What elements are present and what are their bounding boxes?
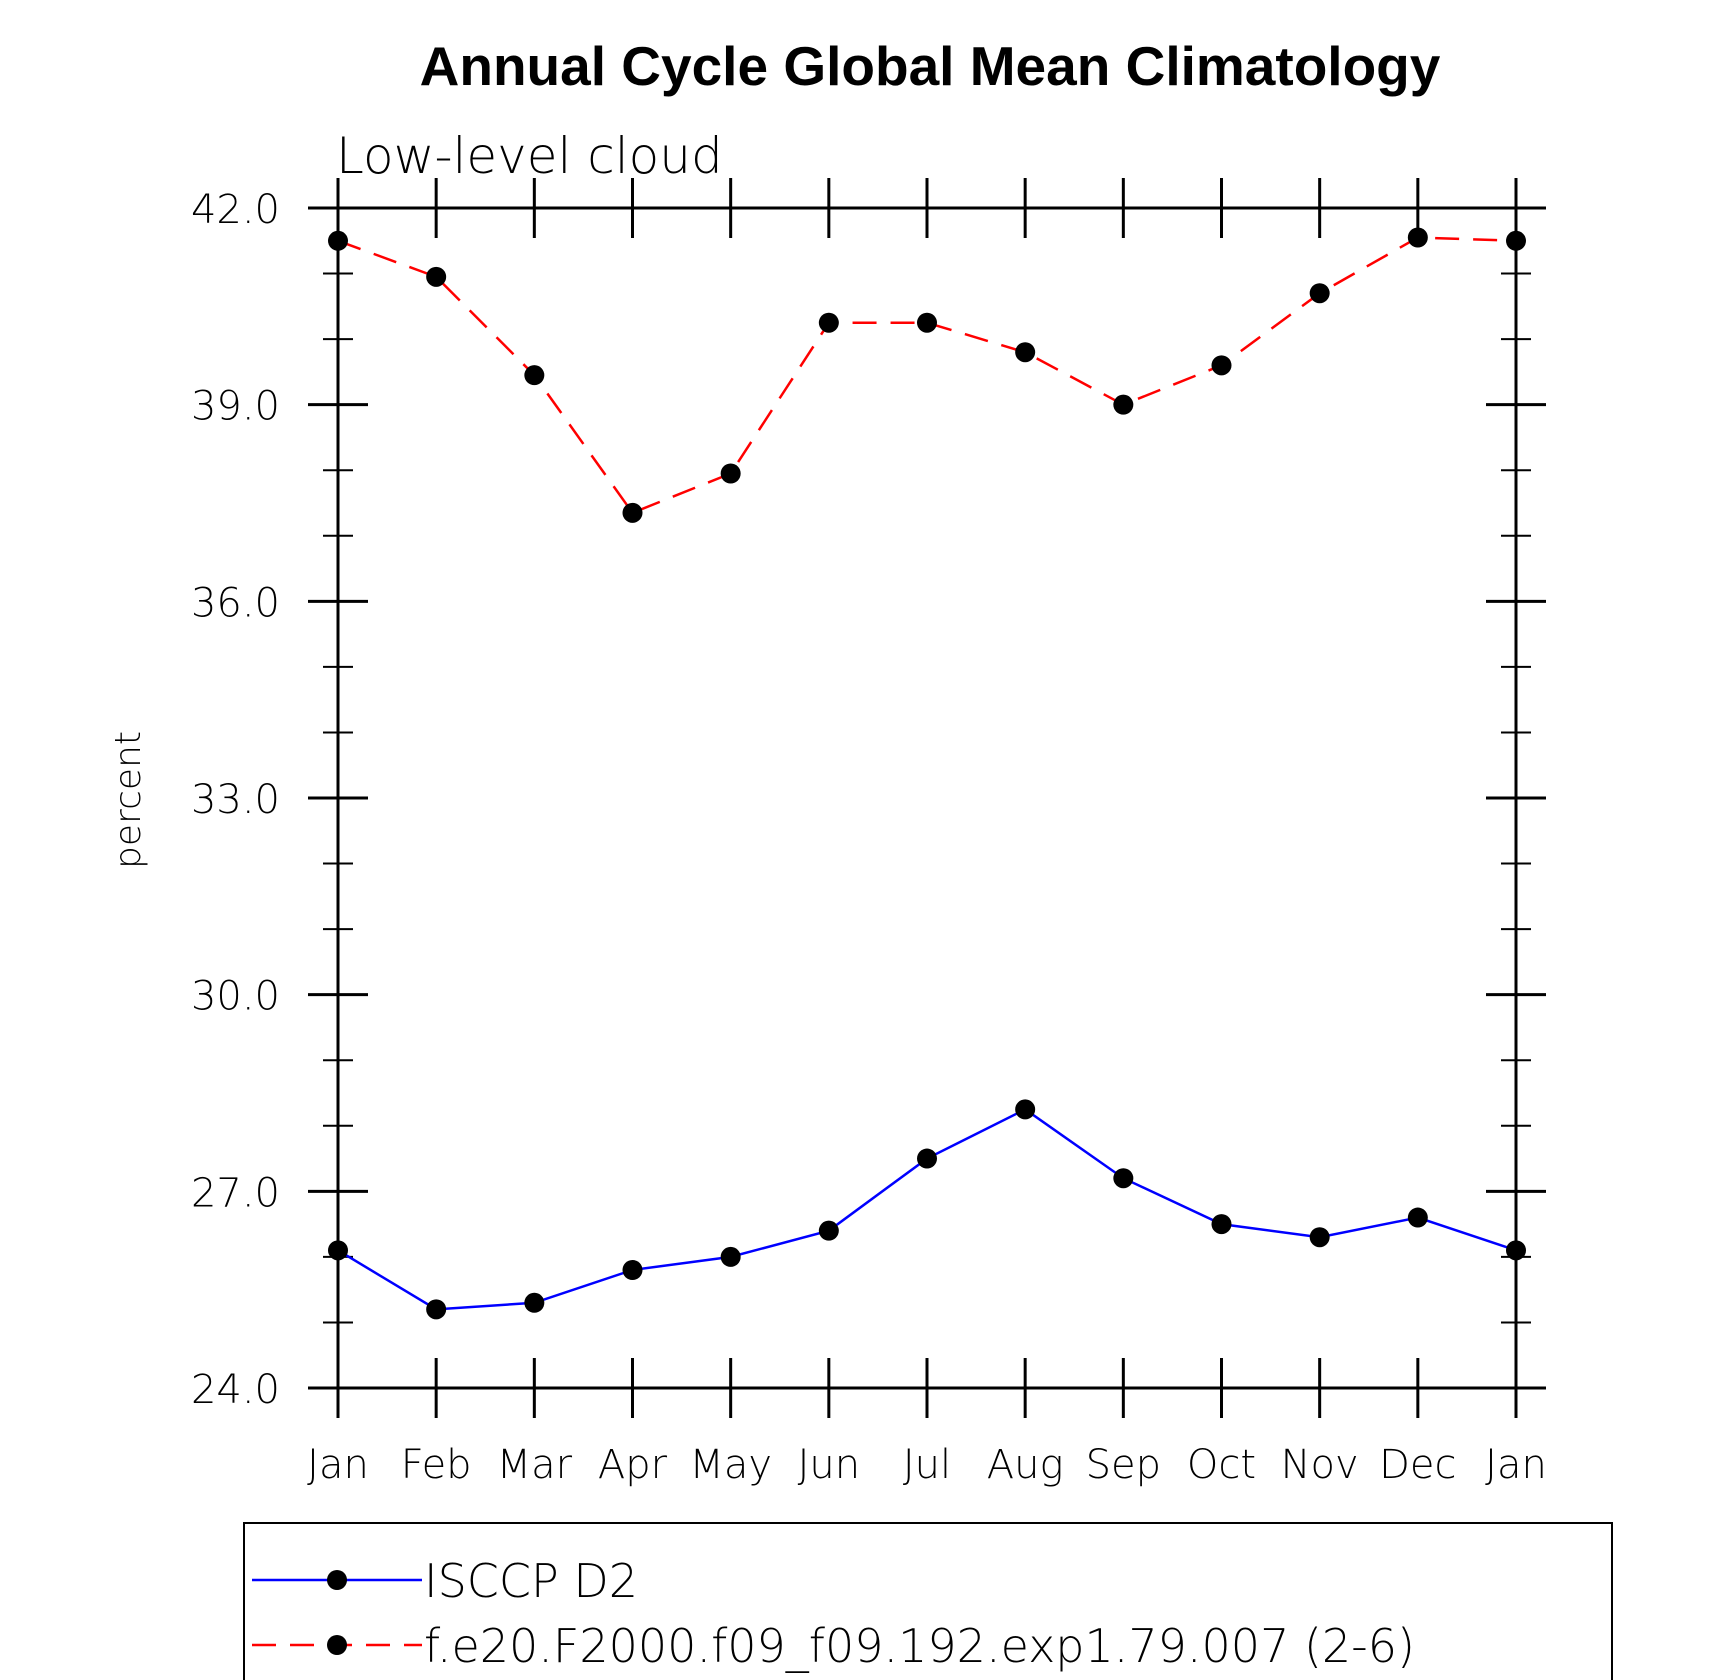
axis-ticks xyxy=(308,178,1546,1418)
series-1-point xyxy=(917,1148,937,1169)
series-2-point xyxy=(917,312,937,333)
legend-marker-1 xyxy=(327,1570,347,1590)
series-2-point xyxy=(720,463,741,484)
series-2-point xyxy=(1309,283,1330,304)
x-tick-label: Jul xyxy=(903,1442,951,1488)
x-tick-label: Jun xyxy=(798,1442,861,1488)
y-tick-label: 39.0 xyxy=(191,384,280,430)
chart-title: Annual Cycle Global Mean Climatology xyxy=(420,35,1441,97)
chart-subtitle: Low-level cloud xyxy=(336,127,723,185)
x-tick-label: Oct xyxy=(1187,1442,1256,1488)
legend: ISCCP D2 f.e20.F2000.f09_f09.192.exp1.79.… xyxy=(252,1554,1415,1673)
legend-box xyxy=(243,1522,1613,1680)
series-1-point xyxy=(1211,1214,1232,1235)
y-axis-label: percent xyxy=(108,731,149,869)
axis-tick-labels: Jan Feb Mar Apr May Jun Jul Aug Sep Oct Nov Dec Jan 2… xyxy=(191,187,1547,1488)
x-tick-label: Mar xyxy=(497,1442,573,1488)
series-2-point xyxy=(1211,355,1232,376)
series-2-point xyxy=(622,502,643,523)
y-tick-label: 27.0 xyxy=(191,1170,280,1216)
series-2-point xyxy=(524,365,545,386)
series-2-point xyxy=(1015,342,1036,363)
y-tick-label: 24.0 xyxy=(191,1367,280,1413)
series-1-point xyxy=(1407,1207,1428,1228)
series-1-point xyxy=(720,1246,741,1267)
data-series xyxy=(328,227,1526,1320)
y-tick-label: 42.0 xyxy=(191,187,280,233)
series-1-point xyxy=(1309,1227,1330,1248)
x-tick-label: Jan xyxy=(1485,1442,1547,1488)
series-2-point xyxy=(1113,394,1134,415)
series-1-point xyxy=(622,1260,643,1280)
series-1-point xyxy=(1015,1099,1036,1120)
legend-marker-2 xyxy=(327,1635,347,1655)
series-2-point xyxy=(1407,227,1428,248)
x-tick-label: Nov xyxy=(1281,1442,1359,1488)
series-1-point xyxy=(1113,1168,1134,1189)
series-1-point xyxy=(818,1220,839,1241)
plot-frame xyxy=(336,206,1518,1390)
y-tick-label: 36.0 xyxy=(191,580,280,626)
x-tick-label: Dec xyxy=(1379,1442,1456,1488)
legend-label-2: f.e20.F2000.f09_f09.192.exp1.79.007 (2-6… xyxy=(424,1619,1415,1673)
x-tick-label: May xyxy=(689,1442,772,1488)
series-1-point xyxy=(426,1299,447,1320)
series-line-1 xyxy=(337,1107,1517,1311)
series-2-point xyxy=(818,312,839,333)
y-tick-label: 33.0 xyxy=(191,777,280,823)
y-tick-label: 30.0 xyxy=(191,974,280,1020)
x-tick-label: Apr xyxy=(598,1442,668,1488)
series-1-point xyxy=(524,1292,545,1313)
series-line-2 xyxy=(337,236,1517,515)
x-tick-label: Sep xyxy=(1086,1442,1161,1488)
legend-label-1: ISCCP D2 xyxy=(424,1554,638,1608)
x-tick-label: Aug xyxy=(987,1442,1064,1488)
x-tick-label: Feb xyxy=(401,1442,472,1488)
series-2-point xyxy=(426,266,447,287)
x-tick-label: Jan xyxy=(307,1442,369,1488)
